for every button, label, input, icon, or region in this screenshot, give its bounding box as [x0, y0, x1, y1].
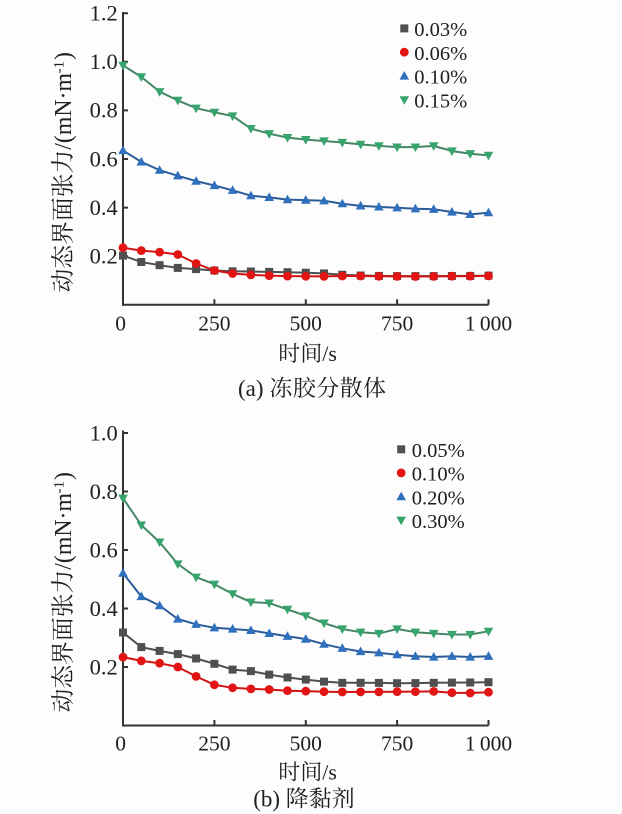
svg-text:0.05%: 0.05%: [412, 440, 465, 462]
svg-text:0.8: 0.8: [90, 479, 118, 504]
svg-text:0.15%: 0.15%: [414, 91, 467, 113]
svg-text:-1: -1: [52, 481, 68, 493]
svg-text:-1: -1: [52, 61, 68, 73]
svg-text:(a): (a): [238, 376, 264, 401]
svg-text:0.2: 0.2: [90, 654, 118, 679]
svg-text:0.4: 0.4: [90, 195, 118, 220]
svg-text:(b): (b): [253, 787, 280, 812]
svg-text:1 000: 1 000: [465, 312, 512, 336]
svg-text:/s: /s: [322, 341, 337, 366]
svg-text:750: 750: [381, 312, 413, 336]
svg-text:/s: /s: [322, 760, 337, 785]
svg-text:0.03%: 0.03%: [414, 19, 467, 41]
svg-text:/(mN·m: /(mN·m: [51, 73, 77, 150]
svg-text:0: 0: [115, 732, 126, 756]
svg-text:0.8: 0.8: [90, 98, 118, 123]
svg-text:): ): [51, 472, 77, 480]
svg-text:1.0: 1.0: [90, 420, 118, 445]
svg-text:750: 750: [381, 732, 413, 756]
svg-text:1 000: 1 000: [465, 732, 512, 756]
svg-text:0.10%: 0.10%: [414, 67, 467, 89]
svg-text:): ): [51, 52, 77, 60]
svg-text:500: 500: [290, 312, 322, 336]
svg-text:0.06%: 0.06%: [414, 43, 467, 65]
svg-text:0.10%: 0.10%: [412, 464, 465, 486]
svg-text:0.4: 0.4: [90, 596, 118, 621]
svg-text:0: 0: [115, 312, 126, 336]
svg-text:0.6: 0.6: [90, 146, 118, 171]
svg-text:1.0: 1.0: [90, 49, 118, 74]
svg-text:0.6: 0.6: [90, 537, 118, 562]
svg-text:0.20%: 0.20%: [412, 487, 465, 509]
svg-text:/(mN·m: /(mN·m: [51, 493, 77, 570]
svg-text:0.30%: 0.30%: [412, 511, 465, 533]
svg-text:250: 250: [198, 312, 230, 336]
svg-text:250: 250: [198, 732, 230, 756]
svg-text:1.2: 1.2: [90, 1, 118, 26]
svg-text:0.2: 0.2: [90, 244, 118, 269]
svg-text:500: 500: [290, 732, 322, 756]
